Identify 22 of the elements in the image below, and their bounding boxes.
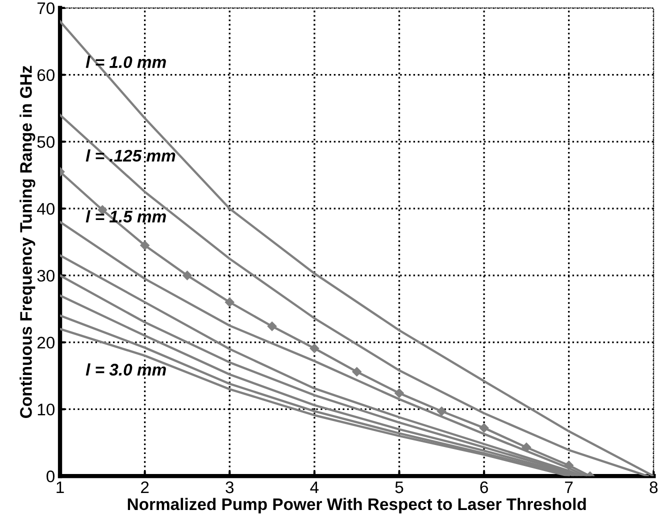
x-axis-title: Normalized Pump Power With Respect to Laser Threshold (128, 498, 586, 514)
y-tick-label: 60 (37, 69, 55, 82)
y-tick-label: 0 (46, 470, 55, 482)
x-tick-label: 2 (141, 481, 149, 494)
y-axis-title: Continuous Frequency Tuning Range in GHz (20, 66, 36, 418)
y-tick-label: 40 (37, 202, 55, 215)
x-tick-label: 3 (226, 481, 234, 494)
x-tick-label: 5 (395, 482, 404, 494)
annotation: l = 3.0 mm (86, 363, 166, 376)
y-tick-label: 70 (37, 2, 55, 14)
annotation: l = .125 mm (86, 149, 176, 162)
annotation: l = 1.0 mm (86, 56, 166, 68)
y-tick-label: 50 (37, 136, 55, 148)
x-tick-label: 1 (56, 482, 64, 494)
annotation: l = 1.5 mm (86, 210, 166, 223)
y-tick-label: 30 (37, 270, 55, 282)
x-tick-label: 6 (480, 481, 488, 494)
x-tick-label: 4 (310, 482, 319, 494)
x-tick-label: 8 (650, 481, 658, 494)
y-tick-label: 20 (37, 336, 55, 349)
y-tick-label: 10 (38, 404, 55, 416)
x-tick-label: 7 (565, 482, 573, 494)
